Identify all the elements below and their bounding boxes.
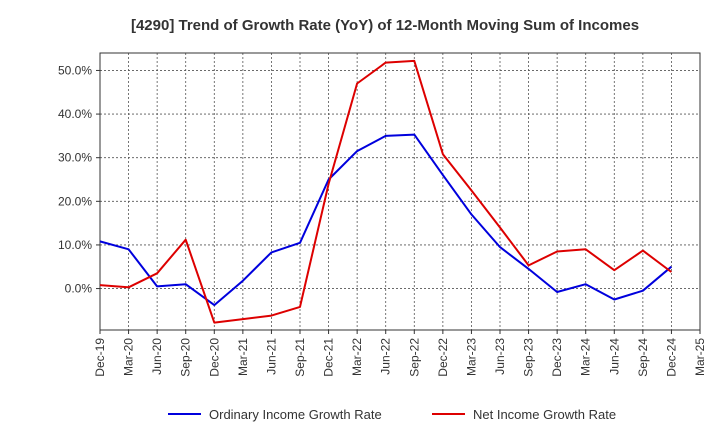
x-tick-label: Sep-23 (522, 338, 536, 377)
x-tick-label: Jun-21 (264, 338, 278, 375)
legend-label-net-income: Net Income Growth Rate (473, 407, 616, 422)
x-tick-label: Dec-23 (550, 338, 564, 377)
y-tick-label: 30.0% (58, 151, 92, 165)
y-tick-label: 20.0% (58, 194, 92, 208)
legend: Ordinary Income Growth Rate Net Income Gr… (168, 407, 616, 422)
x-tick-label: Dec-24 (664, 338, 678, 377)
chart-title: [4290] Trend of Growth Rate (YoY) of 12-… (131, 17, 639, 34)
x-tick-label: Dec-22 (436, 338, 450, 377)
x-tick-label: Mar-21 (236, 338, 250, 376)
x-tick-label: Sep-22 (407, 338, 421, 377)
x-tick-label: Jun-22 (379, 338, 393, 375)
y-tick-label: 50.0% (58, 63, 92, 77)
x-tick-label: Jun-23 (493, 338, 507, 375)
plot-area: 0.0% 10.0% 20.0% 30.0% 40.0% 50.0% Dec-19 Mar-2… (58, 52, 707, 377)
legend-label-ordinary-income: Ordinary Income Growth Rate (209, 407, 382, 422)
x-tick-label: Sep-20 (179, 338, 193, 377)
x-tick-label: Dec-20 (207, 338, 221, 377)
series-line-net-income (99, 59, 673, 324)
x-tick-label: Sep-24 (636, 338, 650, 377)
y-tick-label: 0.0% (65, 282, 93, 296)
x-tick-label: Mar-23 (464, 338, 478, 376)
y-tick-label: 10.0% (58, 238, 92, 252)
x-tick-label: Mar-25 (693, 338, 707, 376)
x-tick-label: Jun-24 (607, 338, 621, 375)
x-tick-label: Sep-21 (293, 338, 307, 377)
x-tick-label: Jun-20 (150, 338, 164, 375)
series-line-ordinary-income (99, 133, 673, 307)
y-tick-label: 40.0% (58, 107, 92, 121)
x-tick-label: Mar-24 (579, 338, 593, 376)
x-tick-label: Mar-22 (350, 338, 364, 376)
x-tick-label: Dec-21 (322, 338, 336, 377)
x-tick-label: Mar-20 (122, 338, 136, 376)
plot-frame (99, 52, 701, 331)
x-tick-label: Dec-19 (93, 338, 107, 377)
